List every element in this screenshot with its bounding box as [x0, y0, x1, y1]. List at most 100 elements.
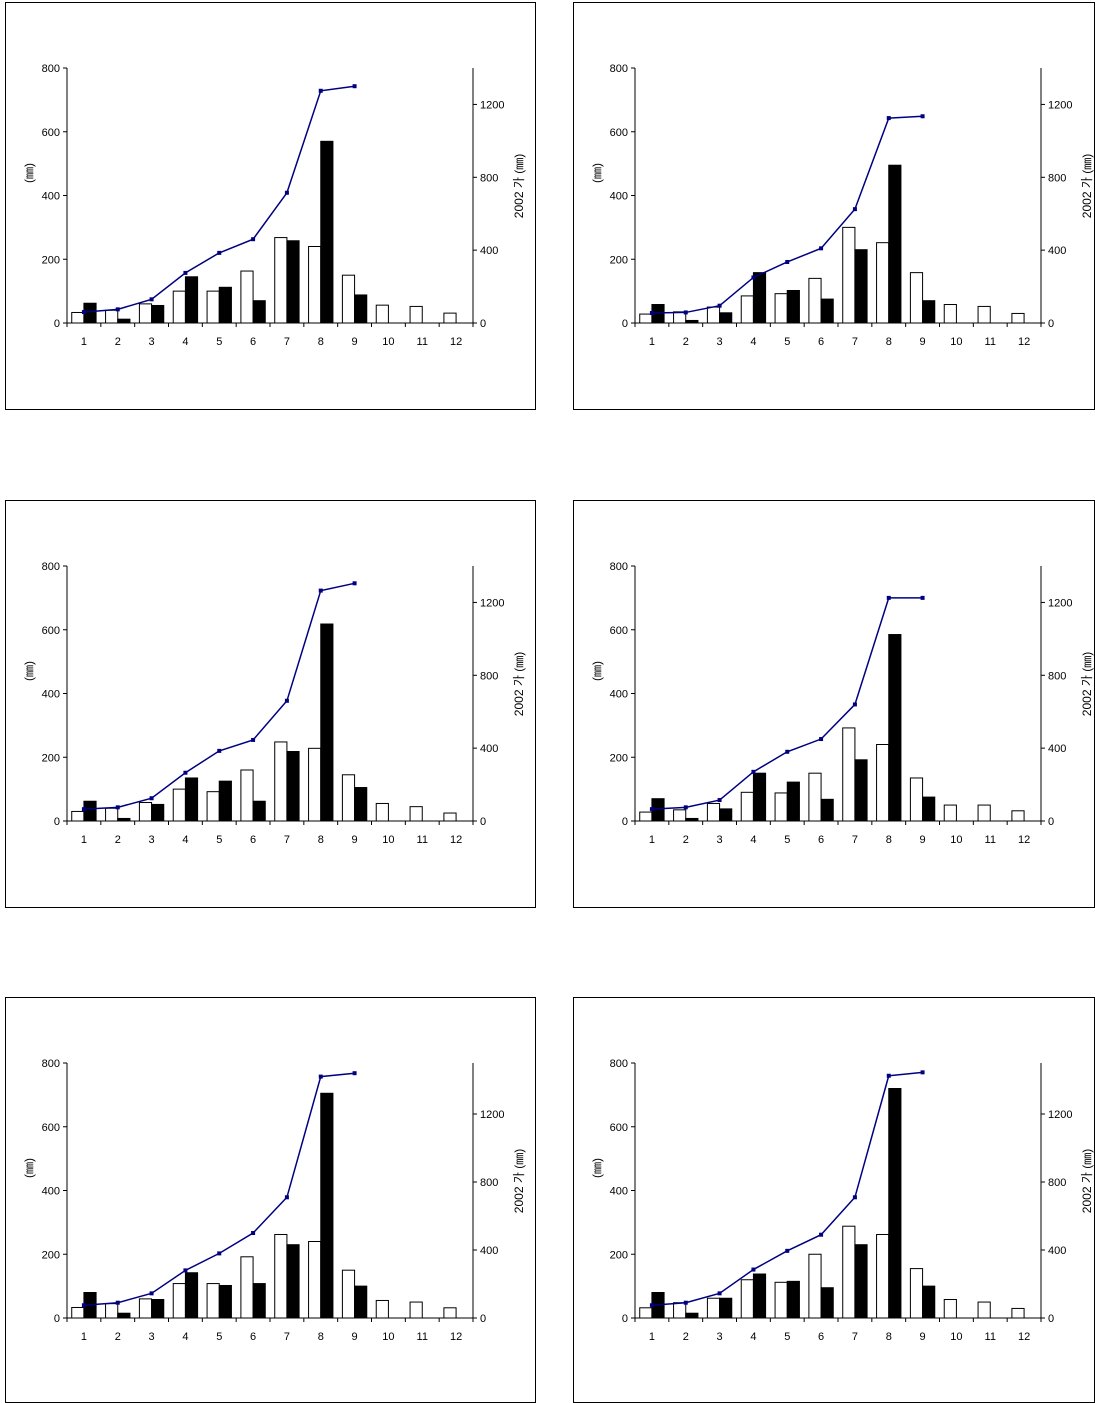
x-tick-label: 1 [649, 834, 655, 846]
bar-white [308, 1241, 322, 1319]
x-tick-label: 7 [852, 834, 858, 846]
y2-tick-label: 400 [480, 743, 498, 755]
bar-black [685, 817, 699, 822]
x-tick-label: 9 [352, 1331, 358, 1343]
y-tick-label: 200 [42, 1249, 60, 1261]
y-tick-label: 0 [54, 1313, 60, 1325]
bar-black [117, 318, 131, 324]
bar-white [774, 792, 788, 822]
bar-white [375, 1299, 389, 1319]
y2-tick-label: 400 [1048, 245, 1066, 257]
x-tick-label: 7 [284, 834, 290, 846]
x-tick-label: 6 [818, 336, 824, 348]
y2-tick-label: 800 [1048, 1177, 1066, 1189]
x-tick-label: 6 [250, 1331, 256, 1343]
bar-white [375, 802, 389, 822]
line-point [852, 702, 857, 707]
bar-white [740, 295, 754, 324]
y-tick-label: 800 [610, 63, 628, 75]
bar-white [172, 290, 186, 324]
bar-white [977, 1301, 991, 1319]
bar-white [876, 1233, 890, 1319]
x-tick-label: 6 [818, 1331, 824, 1343]
bar-black [151, 304, 165, 324]
y-tick-label: 800 [42, 561, 60, 573]
x-tick-label: 2 [683, 336, 689, 348]
x-tick-label: 8 [318, 336, 324, 348]
x-tick-label: 6 [250, 834, 256, 846]
line-point [785, 749, 790, 754]
line-point [318, 1074, 323, 1079]
x-tick-label: 2 [683, 834, 689, 846]
bar-black [854, 1244, 868, 1319]
x-tick-label: 5 [216, 336, 222, 348]
y-tick-label: 600 [610, 127, 628, 139]
y-tick-label: 800 [42, 1058, 60, 1070]
x-tick-label: 11 [417, 834, 428, 846]
y-tick-label: 0 [622, 1313, 628, 1325]
y-tick-label: 200 [610, 254, 628, 266]
line-point [785, 1248, 790, 1253]
bar-white [172, 1283, 186, 1319]
bar-white [943, 1299, 957, 1319]
x-tick-label: 2 [115, 1331, 121, 1343]
bar-white [443, 312, 457, 324]
line-point [819, 246, 824, 251]
bar-white [673, 809, 687, 822]
x-tick-label: 9 [352, 834, 358, 846]
bar-white [943, 304, 957, 324]
bar-white [206, 791, 220, 822]
line-point [886, 1073, 891, 1078]
y-tick-label: 0 [622, 318, 628, 330]
x-tick-label: 10 [950, 834, 962, 846]
line-point [318, 88, 323, 93]
y2-tick-label: 800 [480, 172, 498, 184]
line-point [751, 275, 756, 280]
line-point [183, 270, 188, 275]
bar-white [943, 804, 957, 822]
line-point [649, 807, 654, 812]
bar-white [808, 277, 822, 324]
bar-black [218, 286, 232, 324]
bar-black [320, 623, 334, 822]
x-tick-label: 11 [417, 1331, 428, 1343]
bar-black [354, 787, 368, 822]
line-point [717, 798, 722, 803]
chart-panel-4: 0 200 400 600 800 0 400 800 1200 1 2 3 4 5 6 7 8 9 10 11 12(… [573, 500, 1095, 908]
bar-black [922, 796, 936, 822]
chart-panel-6: 0 200 400 600 800 0 400 800 1200 1 2 3 4 5 6 7 8 9 10 11 12(… [573, 997, 1095, 1403]
y-axis-label: (㎜) [590, 661, 604, 681]
x-tick-label: 5 [216, 1331, 222, 1343]
y-tick-label: 200 [610, 752, 628, 764]
y-tick-label: 400 [42, 689, 60, 701]
y-tick-label: 400 [610, 689, 628, 701]
bar-white [876, 744, 890, 822]
y2-tick-label: 0 [480, 318, 486, 330]
line-point [115, 307, 120, 312]
line-point [886, 116, 891, 121]
line-point [751, 769, 756, 774]
bar-white [443, 1307, 457, 1319]
bar-black [117, 1312, 131, 1319]
bar-white [842, 226, 856, 324]
line-point [683, 310, 688, 315]
bar-black [354, 294, 368, 324]
y2-tick-label: 0 [480, 1313, 486, 1325]
bar-black [218, 780, 232, 822]
line-point [217, 250, 222, 255]
bar-black [286, 751, 300, 822]
bar-white [274, 237, 288, 324]
chart-panel-5: 0 200 400 600 800 0 400 800 1200 1 2 3 4 5 6 7 8 9 10 11 12(… [5, 997, 536, 1403]
line-point [284, 1195, 289, 1200]
x-tick-label: 12 [1018, 834, 1030, 846]
bar-white [639, 313, 653, 324]
x-tick-label: 5 [216, 834, 222, 846]
bar-white [1011, 810, 1025, 822]
line-point [683, 1300, 688, 1305]
bar-white [774, 293, 788, 324]
x-tick-label: 7 [284, 336, 290, 348]
bar-white [774, 1281, 788, 1319]
